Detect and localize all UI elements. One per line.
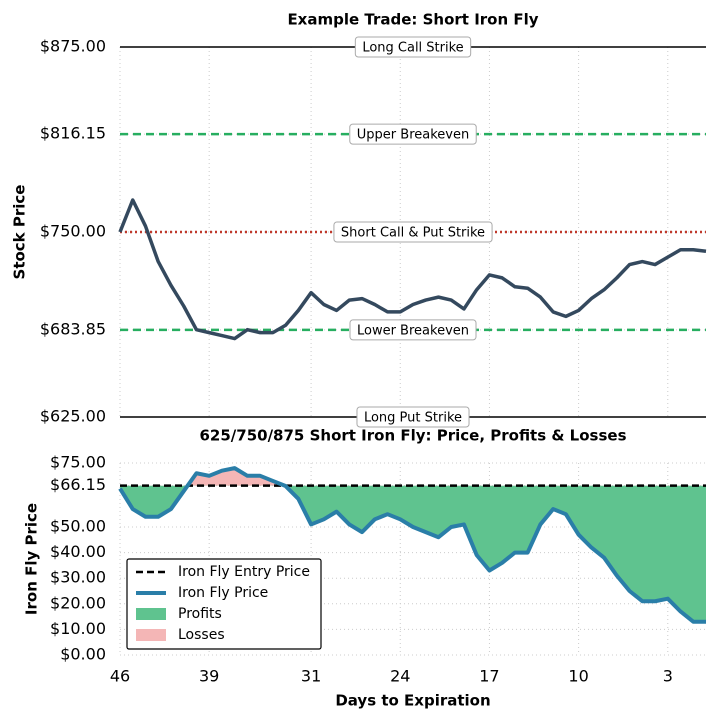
x-tick-label: 17: [479, 667, 499, 686]
legend-box: [126, 558, 322, 650]
legend-label: Losses: [178, 627, 225, 643]
y-tick-label: $50.00: [50, 517, 106, 536]
y-tick-label: $683.85: [40, 319, 106, 338]
y-tick-label: $30.00: [50, 568, 106, 587]
y-axis-label: Stock Price: [11, 185, 29, 280]
x-tick-label: 10: [568, 667, 588, 686]
annotation-box: [333, 221, 493, 243]
y-tick-label: $875.00: [40, 37, 106, 56]
x-tick-label: 3: [663, 667, 673, 686]
x-tick-label: 31: [301, 667, 321, 686]
y-tick-label: $0.00: [60, 645, 106, 664]
annotation-label: Long Put Strike: [364, 411, 462, 426]
annotation-label: Upper Breakeven: [357, 128, 469, 143]
legend-swatch: [136, 608, 166, 620]
x-tick-label: 24: [390, 667, 410, 686]
profit-area: [120, 485, 706, 622]
legend-swatch: [136, 629, 166, 641]
annotation-box: [349, 123, 477, 145]
x-tick-label: 46: [110, 667, 130, 686]
y-tick-label: $75.00: [50, 453, 106, 472]
annotation-label: Short Call & Put Strike: [341, 226, 485, 241]
annotation-label: Lower Breakeven: [357, 323, 469, 338]
chart-title: Example Trade: Short Iron Fly: [287, 11, 538, 29]
legend-label: Iron Fly Entry Price: [178, 564, 310, 580]
x-tick-label: 39: [199, 667, 219, 686]
annotation-box: [349, 319, 477, 341]
y-tick-label: $816.15: [40, 124, 106, 143]
y-tick-label: $10.00: [50, 619, 106, 638]
y-axis-label: Iron Fly Price: [23, 503, 41, 615]
price-line: [118, 198, 707, 341]
y-tick-label: $625.00: [40, 407, 106, 426]
legend-label: Profits: [178, 606, 222, 622]
y-tick-label: $40.00: [50, 542, 106, 561]
price-line: [118, 466, 706, 624]
chart-title: 625/750/875 Short Iron Fly: Price, Profi…: [199, 427, 626, 445]
annotation-box: [354, 36, 472, 58]
annotation-label: Long Call Strike: [362, 41, 463, 56]
y-tick-label: $66.15: [50, 475, 106, 494]
y-tick-label: $750.00: [40, 222, 106, 241]
y-tick-label: $20.00: [50, 593, 106, 612]
annotation-box: [356, 406, 470, 428]
legend-label: Iron Fly Price: [178, 585, 268, 601]
x-axis-label: Days to Expiration: [335, 692, 490, 710]
loss-area: [187, 468, 285, 486]
